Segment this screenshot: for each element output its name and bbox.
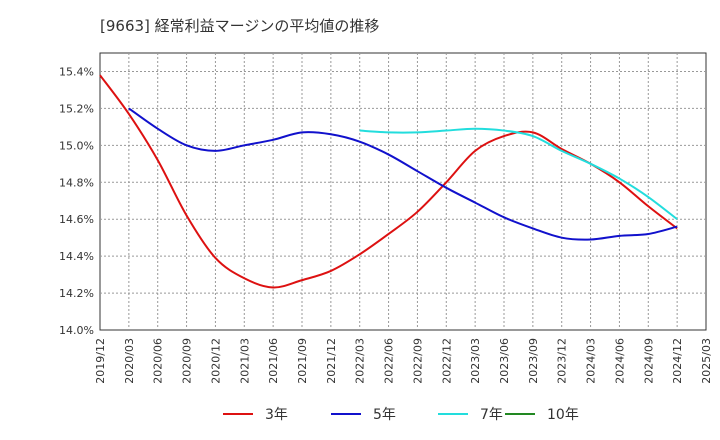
x-tick-label: 2022/06 bbox=[383, 338, 396, 384]
x-tick-label: 2024/12 bbox=[671, 338, 684, 384]
x-tick-label: 2024/06 bbox=[613, 338, 626, 384]
x-tick-label: 2019/12 bbox=[94, 338, 107, 384]
x-tick-label: 2023/06 bbox=[498, 338, 511, 384]
legend-label: 3年 bbox=[265, 407, 288, 423]
x-tick-label: 2020/03 bbox=[123, 338, 136, 384]
x-tick-label: 2022/12 bbox=[440, 338, 453, 384]
x-tick-label: 2022/03 bbox=[354, 338, 367, 384]
x-tick-label: 2020/06 bbox=[152, 338, 165, 384]
x-axis: 2019/12 2020/03 2020/06 2020/09 2020/12 2021/… bbox=[94, 338, 713, 384]
x-tick-label: 2021/12 bbox=[325, 338, 338, 384]
series-line-1 bbox=[128, 107, 678, 241]
y-axis: 14.0% 14.2% 14.4% 14.6% 14.8% 15.0% 15.2% 15.4% bbox=[59, 65, 94, 337]
x-tick-label: 2021/06 bbox=[267, 338, 280, 384]
grid bbox=[100, 53, 706, 330]
x-tick-label: 2020/09 bbox=[181, 338, 194, 384]
x-tick-label: 2023/09 bbox=[527, 338, 540, 384]
x-tick-label: 2023/03 bbox=[469, 338, 482, 384]
y-tick-label: 15.0% bbox=[59, 139, 94, 152]
x-tick-label: 2020/12 bbox=[209, 338, 222, 384]
legend-label: 7年 bbox=[480, 407, 503, 423]
x-tick-label: 2021/03 bbox=[238, 338, 251, 384]
y-tick-label: 14.2% bbox=[59, 287, 94, 300]
x-tick-label: 2021/09 bbox=[296, 338, 309, 384]
y-tick-label: 14.0% bbox=[59, 324, 94, 337]
x-tick-label: 2022/09 bbox=[411, 338, 424, 384]
x-tick-label: 2024/09 bbox=[642, 338, 655, 384]
x-tick-label: 2025/03 bbox=[700, 338, 713, 384]
y-tick-label: 15.4% bbox=[59, 65, 94, 78]
y-tick-label: 14.6% bbox=[59, 213, 94, 226]
y-tick-label: 14.8% bbox=[59, 176, 94, 189]
x-tick-label: 2023/12 bbox=[556, 338, 569, 384]
series-line-2 bbox=[359, 127, 678, 220]
plot-area bbox=[99, 52, 707, 331]
series-lines bbox=[99, 74, 678, 289]
y-tick-label: 15.2% bbox=[59, 102, 94, 115]
x-tick-label: 2024/03 bbox=[585, 338, 598, 384]
legend-label: 10年 bbox=[547, 407, 579, 423]
legend-label: 5年 bbox=[373, 407, 396, 423]
chart-title: [9663] 経常利益マージンの平均値の推移 bbox=[100, 17, 379, 35]
legend: 3年 5年 7年 10年 bbox=[223, 407, 579, 423]
y-tick-label: 14.4% bbox=[59, 250, 94, 263]
